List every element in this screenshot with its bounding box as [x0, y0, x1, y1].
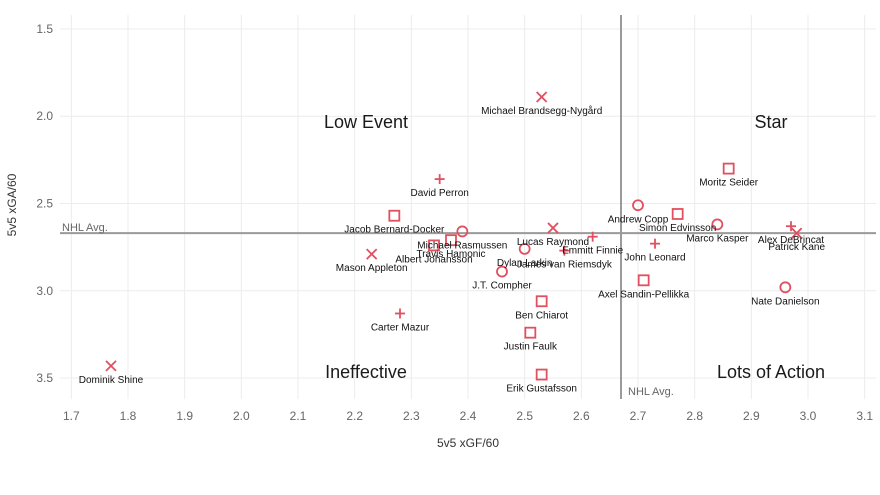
point-label: Mason Appleton: [336, 263, 408, 274]
data-point-circle: [632, 199, 644, 212]
data-point-circle: [456, 225, 469, 238]
point-label: Jacob Bernard-Docker: [344, 225, 445, 236]
point-label: Travis Hamonic: [416, 249, 485, 260]
data-point-circle: [779, 281, 792, 294]
data-point-plus: [587, 231, 598, 242]
point-label: Moritz Seider: [699, 178, 759, 189]
point-label: Marco Kasper: [686, 233, 749, 244]
x-tick-label: 2.0: [233, 409, 250, 423]
x-tick-label: 2.8: [686, 409, 703, 423]
x-tick-label: 2.6: [573, 409, 590, 423]
data-point-square: [388, 209, 401, 222]
x-tick-label: 3.0: [800, 409, 817, 423]
data-point-circle: [518, 242, 531, 255]
point-label: Michael Brandsegg-Nygård: [481, 105, 602, 117]
point-label: Patrick Kane: [768, 242, 825, 253]
nhl-average-lines: [60, 15, 876, 399]
data-point-x: [366, 248, 378, 260]
point-label: David Perron: [410, 188, 468, 199]
point-label: John Leonard: [624, 253, 685, 264]
point-label: Simon Edvinsson: [639, 223, 716, 234]
x-tick-label: 2.2: [346, 409, 363, 423]
x-tick-label: 2.7: [630, 409, 647, 423]
data-point-square: [722, 162, 735, 175]
point-label: Dominik Shine: [79, 375, 144, 386]
x-tick-label: 2.5: [516, 409, 533, 423]
data-point-plus: [434, 174, 445, 185]
data-points: [105, 91, 803, 381]
data-point-square: [671, 208, 684, 220]
data-point-x: [536, 91, 548, 103]
point-label: J.T. Compher: [472, 281, 532, 292]
point-label: Ben Chiarot: [515, 310, 568, 321]
point-label: Nate Danielson: [751, 296, 819, 307]
x-tick-label: 2.4: [460, 409, 477, 423]
data-point-square: [524, 326, 537, 339]
data-point-x: [791, 227, 803, 239]
y-tick-label: 2.0: [36, 109, 53, 123]
point-label: Emmitt Finnie: [562, 246, 624, 257]
x-tick-label: 3.1: [856, 409, 873, 423]
axis-ticks: 1.7 1.8 1.9 2.0 2.1 2.2 2.3 2.4 2.5 2.6 2.7 2.8 2.9 3…: [36, 22, 873, 423]
quadrant-label-lots-of-action: Lots of Action: [717, 362, 825, 382]
y-tick-label: 2.5: [36, 197, 53, 211]
y-tick-label: 3.5: [36, 371, 53, 385]
point-labels: Michael Brandsegg-Nygård Moritz Seider Dav…: [79, 105, 826, 395]
point-label: Carter Mazur: [371, 322, 430, 333]
data-point-circle: [496, 265, 508, 278]
y-axis-title: 5v5 xGA/60: [5, 173, 19, 236]
point-label: Axel Sandin-Pellikka: [598, 289, 690, 300]
point-label: Erik Gustafsson: [506, 384, 577, 395]
point-label: James van Riemsdyk: [517, 260, 613, 271]
data-point-plus: [395, 308, 405, 319]
point-label: Alex DeBrincat: [758, 235, 824, 246]
nhl-avg-label-horizontal: NHL Avg.: [62, 222, 108, 234]
data-point-circle: [711, 218, 724, 231]
y-tick-label: 3.0: [36, 284, 53, 298]
x-tick-label: 2.9: [743, 409, 760, 423]
point-label: Andrew Copp: [608, 214, 669, 225]
nhl-avg-label-vertical: NHL Avg.: [628, 386, 674, 398]
y-tick-label: 1.5: [36, 22, 53, 36]
point-label: Michael Rasmussen: [417, 240, 507, 251]
point-label: Dylan Larkin: [497, 258, 553, 269]
data-point-plus: [650, 238, 660, 249]
data-point-square: [445, 234, 457, 247]
x-axis-title: 5v5 xGF/60: [437, 436, 499, 450]
point-label: Albert Johansson: [395, 254, 472, 265]
data-point-x: [105, 360, 117, 372]
quadrant-label-low-event: Low Event: [324, 112, 408, 132]
point-label: Lucas Raymond: [517, 237, 589, 248]
x-tick-label: 1.7: [63, 409, 80, 423]
data-point-square: [428, 239, 440, 252]
grid: [60, 15, 876, 399]
x-tick-label: 2.3: [403, 409, 420, 423]
data-point-x: [547, 222, 559, 234]
quadrant-label-star: Star: [754, 112, 787, 132]
data-point-square: [535, 295, 548, 308]
data-point-plus: [559, 245, 570, 256]
quadrant-label-ineffective: Ineffective: [325, 362, 407, 382]
data-point-square: [637, 274, 650, 287]
point-label: Justin Faulk: [504, 342, 558, 353]
data-point-square: [535, 368, 548, 381]
x-tick-label: 1.8: [120, 409, 137, 423]
data-point-plus: [786, 221, 796, 232]
x-tick-label: 1.9: [176, 409, 193, 423]
x-tick-label: 2.1: [290, 409, 307, 423]
